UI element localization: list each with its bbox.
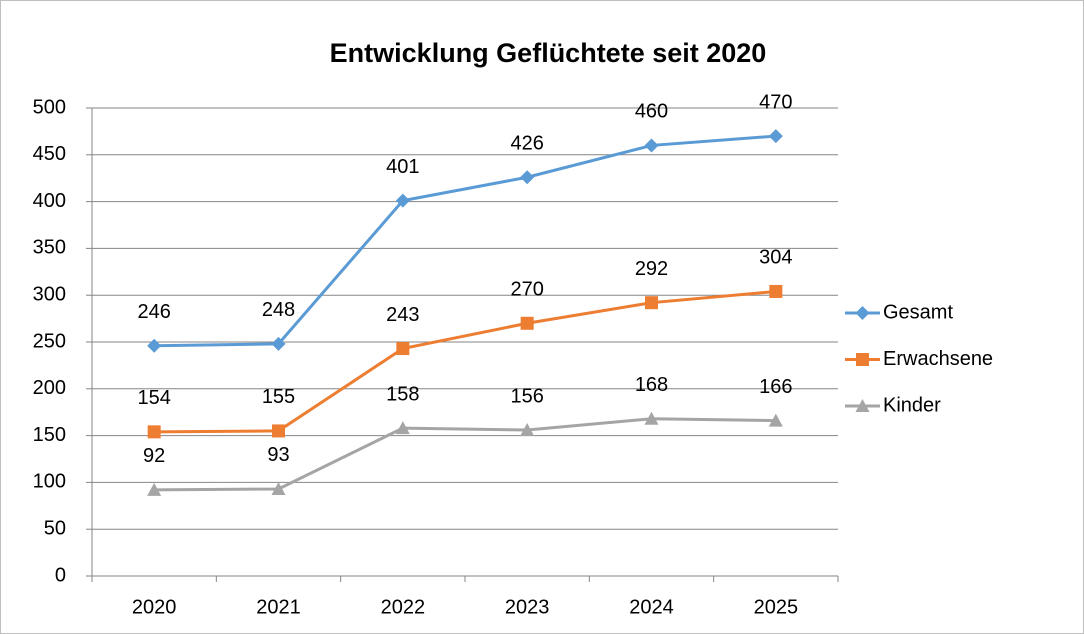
chart-title: Entwicklung Geflüchtete seit 2020 <box>330 38 767 68</box>
y-tick-label: 350 <box>33 237 66 259</box>
y-tick-label: 50 <box>44 517 66 539</box>
legend-label: Erwachsene <box>883 348 993 370</box>
y-tick-label: 450 <box>33 143 66 165</box>
data-point <box>272 424 285 438</box>
data-point <box>271 481 286 495</box>
x-tick-label: 2021 <box>256 596 301 618</box>
data-point <box>769 284 783 298</box>
data-label: 470 <box>759 91 792 113</box>
y-tick-label: 500 <box>33 96 66 118</box>
legend-label: Kinder <box>883 394 941 416</box>
x-tick-label: 2025 <box>754 596 799 618</box>
data-label: 166 <box>759 376 792 398</box>
legend-marker <box>855 306 870 320</box>
data-point <box>396 342 410 356</box>
data-label: 92 <box>143 445 165 467</box>
x-tick-label: 2024 <box>629 596 674 618</box>
y-tick-label: 250 <box>33 330 66 352</box>
data-point <box>644 138 659 153</box>
y-tick-label: 200 <box>33 377 66 399</box>
series-line <box>154 289 776 434</box>
data-point <box>768 129 783 144</box>
data-point <box>644 411 659 425</box>
data-point <box>147 338 162 353</box>
data-point <box>395 421 410 435</box>
y-tick-label: 150 <box>33 424 66 446</box>
data-label: 156 <box>510 385 543 407</box>
data-label: 270 <box>510 279 543 301</box>
data-label: 246 <box>137 301 170 323</box>
x-tick-label: 2020 <box>132 596 177 618</box>
x-tick-label: 2023 <box>505 596 550 618</box>
data-point <box>271 336 286 351</box>
data-label: 155 <box>262 386 295 408</box>
data-point <box>768 413 783 427</box>
data-label: 243 <box>386 304 419 326</box>
data-label: 154 <box>137 387 170 409</box>
y-tick-label: 300 <box>33 283 66 305</box>
data-label: 304 <box>759 247 792 269</box>
series-line <box>154 134 776 348</box>
data-point <box>520 422 535 436</box>
data-point <box>395 193 410 208</box>
y-tick-label: 0 <box>55 564 66 586</box>
data-label: 248 <box>262 299 295 321</box>
data-point <box>147 482 162 496</box>
data-point <box>645 296 658 310</box>
y-tick-label: 400 <box>33 190 66 212</box>
data-label: 158 <box>386 383 419 405</box>
data-label: 460 <box>635 101 668 123</box>
legend-marker <box>855 399 870 412</box>
data-label: 401 <box>386 156 419 178</box>
data-point <box>520 316 534 330</box>
data-point <box>147 425 161 439</box>
data-label: 93 <box>267 444 289 466</box>
legend-marker <box>856 353 869 366</box>
series-line <box>154 417 776 492</box>
data-label: 426 <box>510 133 543 155</box>
data-label: 292 <box>635 258 668 280</box>
legend-label: Gesamt <box>883 301 953 323</box>
y-tick-label: 100 <box>33 471 66 493</box>
x-tick-label: 2022 <box>381 596 426 618</box>
data-label: 168 <box>635 374 668 396</box>
data-point <box>520 170 535 185</box>
